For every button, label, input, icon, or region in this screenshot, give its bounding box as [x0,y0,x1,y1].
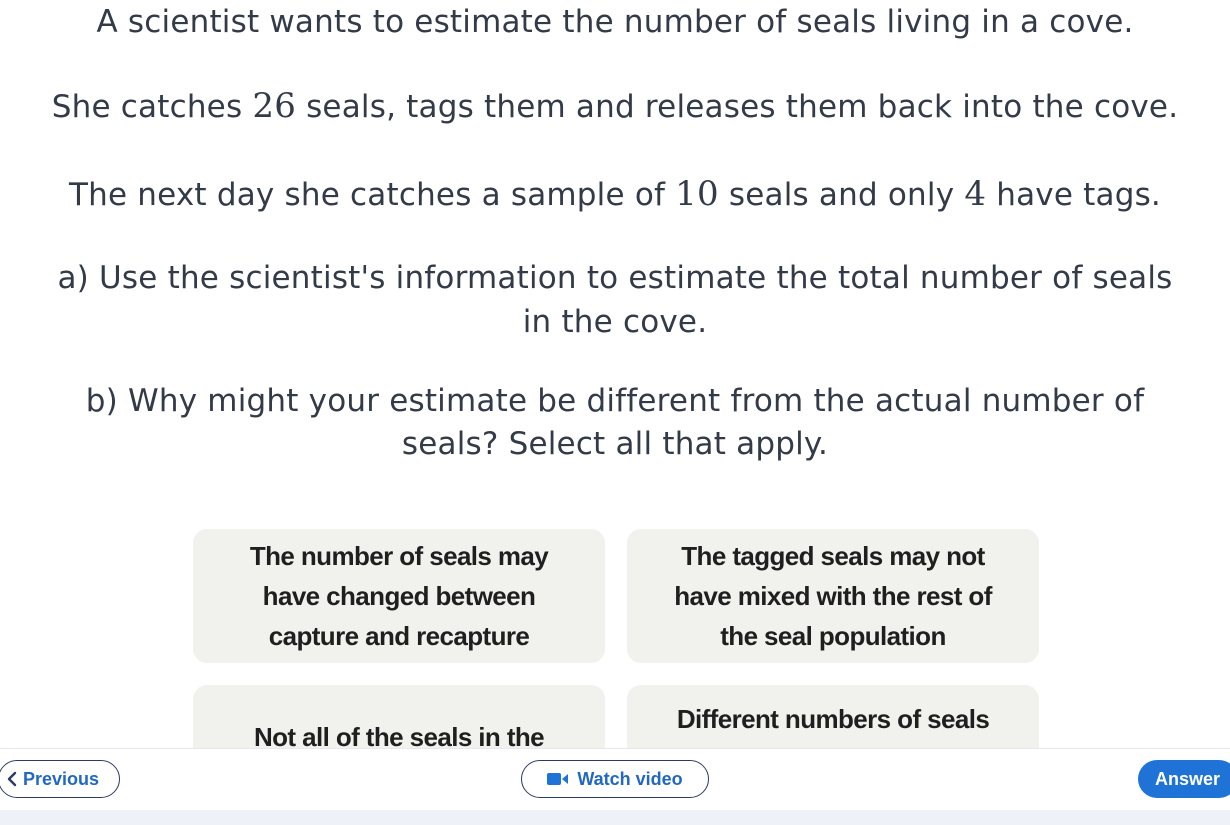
question-intro: A scientist wants to estimate the number… [96,4,1134,40]
question-line-sample: The next day she catches a sample of 10 … [0,172,1230,217]
number-value: 26 [252,86,297,126]
previous-label: Previous [23,768,100,789]
option-card[interactable]: The tagged seals may not have mixed with… [627,529,1039,663]
question-text: The next day she catches a sample of [69,177,676,213]
footer-bar: Previous Watch video Answer [0,748,1230,811]
number-value: 10 [675,174,719,214]
option-label: Different numbers of seals [676,704,990,734]
part-a-line1: a) Use the scientist's information to es… [57,260,1173,296]
question-text: seals and only [718,177,965,213]
bottom-strip [0,810,1230,825]
number-value: 4 [964,174,987,214]
option-label: The tagged seals may not have mixed with… [674,541,992,651]
previous-button[interactable]: Previous [0,760,120,798]
question-text: have tags. [986,177,1161,213]
option-label: Not all of the seals in the [253,722,545,752]
option-label: The number of seals may have changed bet… [249,541,549,651]
part-b-line1: b) Why might your estimate be different … [85,383,1145,419]
video-camera-icon [547,772,569,786]
question-line-catch: She catches 26 seals, tags them and rele… [0,84,1230,129]
part-b-line2: seals? Select all that apply. [401,426,829,462]
chevron-left-icon [7,771,17,787]
answer-label: Answer [1155,768,1221,789]
question-text: She catches [51,89,253,125]
watch-video-label: Watch video [577,768,683,789]
question-text: seals, tags them and releases them back … [296,89,1179,125]
option-card[interactable]: The number of seals may have changed bet… [193,529,605,663]
watch-video-button[interactable]: Watch video [521,760,709,798]
part-a-line2: in the cove. [522,304,708,340]
answer-button[interactable]: Answer [1138,760,1230,798]
